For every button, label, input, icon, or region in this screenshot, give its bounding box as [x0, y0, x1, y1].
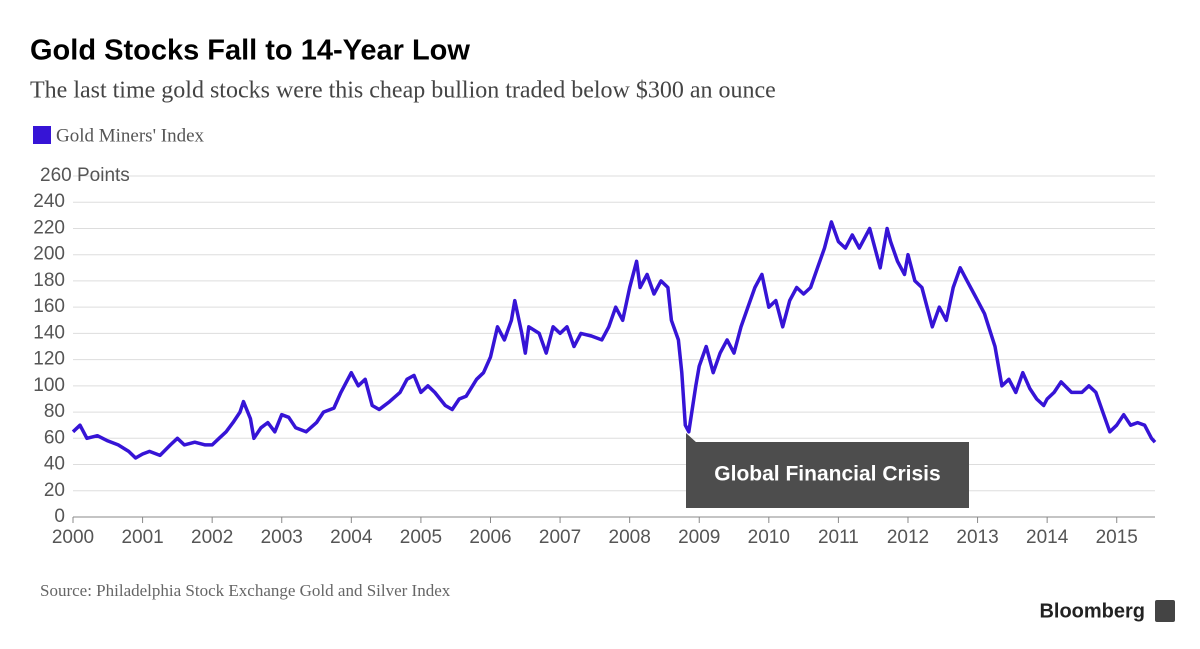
x-tick-label: 2001 [121, 527, 163, 548]
x-tick-label: 2006 [469, 527, 511, 548]
x-tick-label: 2008 [609, 527, 651, 548]
y-tick-label: 100 [33, 375, 65, 396]
legend-label: Gold Miners' Index [56, 125, 205, 146]
source: Source: Philadelphia Stock Exchange Gold… [40, 581, 451, 600]
y-tick-label: 220 [33, 217, 65, 238]
x-tick-label: 2011 [818, 527, 859, 548]
y-tick-label: 160 [33, 296, 65, 317]
x-tick-label: 2015 [1096, 527, 1138, 548]
annotation-box [686, 442, 969, 508]
x-tick-label: 2013 [956, 527, 998, 548]
y-tick-label: 260 Points [40, 165, 130, 186]
brand-icon [1155, 600, 1175, 622]
plot-area: 0 20 40 60 80 100 120 140 160 180 200 220 240 260 Poi… [33, 165, 1157, 548]
brand: Bloomberg [1039, 600, 1145, 622]
y-tick-label: 80 [44, 401, 65, 422]
y-tick-label: 60 [44, 427, 65, 448]
legend-swatch [33, 126, 51, 144]
annotation-pointer [686, 433, 697, 443]
y-tick-label: 240 [33, 191, 65, 212]
y-tick-label: 40 [44, 454, 65, 475]
y-tick-label: 0 [54, 506, 65, 527]
x-tick-label: 2005 [400, 527, 442, 548]
y-tick-label: 20 [44, 480, 65, 501]
x-tick-label: 2012 [887, 527, 929, 548]
x-tick-label: 2014 [1026, 527, 1069, 548]
x-tick-label: 2010 [748, 527, 790, 548]
x-tick-label: 2000 [52, 527, 94, 548]
y-tick-label: 200 [33, 244, 65, 265]
y-tick-label: 180 [33, 270, 65, 291]
chart-subtitle: The last time gold stocks were this chea… [30, 78, 776, 104]
chart-title: Gold Stocks Fall to 14-Year Low [30, 35, 470, 67]
x-tick-label: 2003 [261, 527, 303, 548]
y-tick-label: 120 [33, 349, 65, 370]
x-tick-label: 2004 [330, 527, 373, 548]
annotation-text: Global Financial Crisis [714, 463, 940, 486]
x-tick-label: 2002 [191, 527, 233, 548]
x-tick-label: 2007 [539, 527, 581, 548]
series-line [71, 220, 1157, 460]
x-tick-label: 2009 [678, 527, 720, 548]
y-tick-label: 140 [33, 322, 65, 343]
